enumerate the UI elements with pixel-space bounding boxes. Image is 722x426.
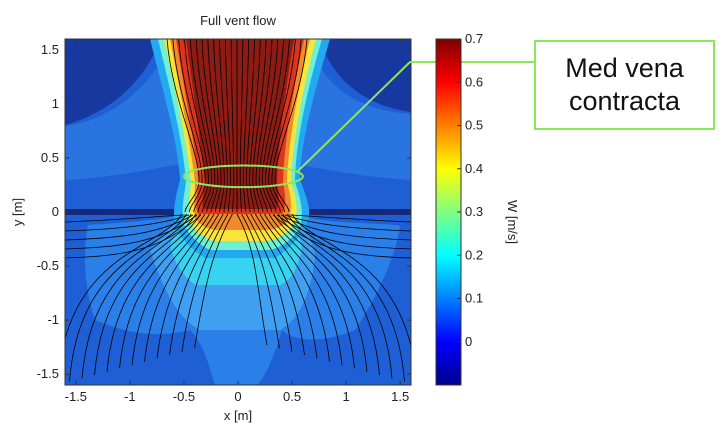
streamline-lower [264, 213, 343, 366]
x-axis: -1.5 -1 -0.5 0 0.5 1 1.5 [65, 39, 409, 404]
vena-contracta-ellipse [182, 164, 304, 189]
streamline-lower [250, 213, 305, 356]
streamline-upper [184, 39, 209, 213]
streamline-wall-left [65, 214, 198, 250]
streamline-upper [239, 39, 244, 213]
streamline-lower [282, 213, 393, 379]
streamline-upper [246, 39, 255, 213]
colorbar-tick-label: 0.5 [465, 118, 483, 133]
streamline-wall-right [280, 214, 411, 241]
x-tick-label: -0.5 [173, 389, 195, 404]
y-axis: 1.5 1 0.5 0 -0.5 -1 -1.5 [37, 42, 411, 381]
colorbar-label: W [m/s] [505, 200, 520, 244]
upper-right-low-region [320, 39, 411, 112]
colorbar-tick-label: 0.4 [465, 161, 483, 176]
streamline-lower [131, 213, 210, 366]
streamline-upper [230, 39, 235, 213]
colorbar-tick-label: 0.7 [465, 31, 483, 46]
streamline-wall-left [65, 214, 202, 259]
streamline-lower [273, 213, 368, 372]
y-tick-label: -1 [47, 312, 59, 327]
x-tick-label: 0.5 [283, 389, 301, 404]
streamline-lower [245, 213, 293, 352]
streamline-lower [81, 213, 192, 379]
y-tick-label: -0.5 [37, 258, 59, 273]
y-tick-label: -1.5 [37, 366, 59, 381]
x-tick-label: -1 [124, 389, 136, 404]
streamline-upper [271, 39, 302, 213]
streamline-lower [119, 213, 206, 369]
streamlines [65, 39, 411, 382]
colorbar-axis: 0.7 0.6 0.5 0.4 0.3 0.2 0.1 0 [457, 31, 483, 349]
streamline-lower [291, 213, 411, 349]
streamline-lower [241, 213, 280, 349]
y-axis-label: y [m] [10, 198, 25, 226]
streamline-lower [236, 213, 268, 346]
streamline-lower [169, 213, 224, 356]
streamline-upper [252, 39, 267, 213]
streamline-lower [144, 213, 215, 362]
streamline-upper [189, 39, 213, 213]
streamline-lower [106, 213, 201, 372]
annotation-line-1: Med vena [565, 53, 684, 83]
streamline-upper [255, 39, 273, 213]
streamline-wall-right [272, 214, 411, 259]
annotation-callout: Med vena contracta [534, 40, 715, 130]
streamline-upper [274, 39, 308, 213]
streamline-upper [207, 39, 222, 213]
streamline-upper [249, 39, 261, 213]
x-tick-label: 1.5 [391, 389, 409, 404]
streamline-wall-right [284, 214, 411, 232]
streamline-lower [181, 213, 229, 352]
annotation-line-2: contracta [568, 86, 681, 116]
streamline-lower [268, 213, 355, 369]
streamline-lower [194, 213, 233, 349]
streamline-lower [259, 213, 330, 362]
colorbar-tick-label: 0.2 [465, 247, 483, 262]
streamline-upper [242, 39, 250, 213]
colorbar-tick-label: 0.3 [465, 204, 483, 219]
streamline-upper [268, 39, 296, 213]
streamline-upper [195, 39, 216, 213]
streamline-upper [261, 39, 285, 213]
colorbar-tick-label: 0.1 [465, 291, 483, 306]
streamline-wall-left [65, 214, 190, 232]
upper-left-low-region [65, 39, 160, 125]
streamline-wall-right [288, 214, 411, 223]
callout-leader [297, 61, 411, 172]
streamline-lower [254, 213, 318, 359]
y-tick-label: 1.5 [41, 42, 59, 57]
streamline-upper [213, 39, 225, 213]
streamline-wall-right [276, 214, 411, 250]
y-tick-label: 0 [52, 204, 59, 219]
streamline-wall-left [65, 214, 186, 223]
streamline-upper [224, 39, 232, 213]
streamline-lower [287, 213, 405, 382]
streamline-lower [65, 213, 183, 341]
colorbar-tick-label: 0 [465, 334, 472, 349]
x-tick-label: 0 [234, 389, 241, 404]
colorbar-tick-label: 0.6 [465, 74, 483, 89]
x-tick-label: -1.5 [65, 389, 87, 404]
streamline-lower [69, 213, 187, 382]
y-tick-label: 1 [52, 96, 59, 111]
streamline-upper [219, 39, 228, 213]
streamline-lower [156, 213, 220, 359]
streamline-upper [201, 39, 219, 213]
x-tick-label: 1 [343, 389, 350, 404]
streamline-wall-left [65, 214, 194, 241]
chart-title: Full vent flow [200, 13, 276, 28]
y-tick-label: 0.5 [41, 150, 59, 165]
streamline-upper [265, 39, 290, 213]
x-axis-label: x [m] [224, 408, 252, 423]
streamline-upper [258, 39, 279, 213]
plot-area [65, 39, 411, 385]
